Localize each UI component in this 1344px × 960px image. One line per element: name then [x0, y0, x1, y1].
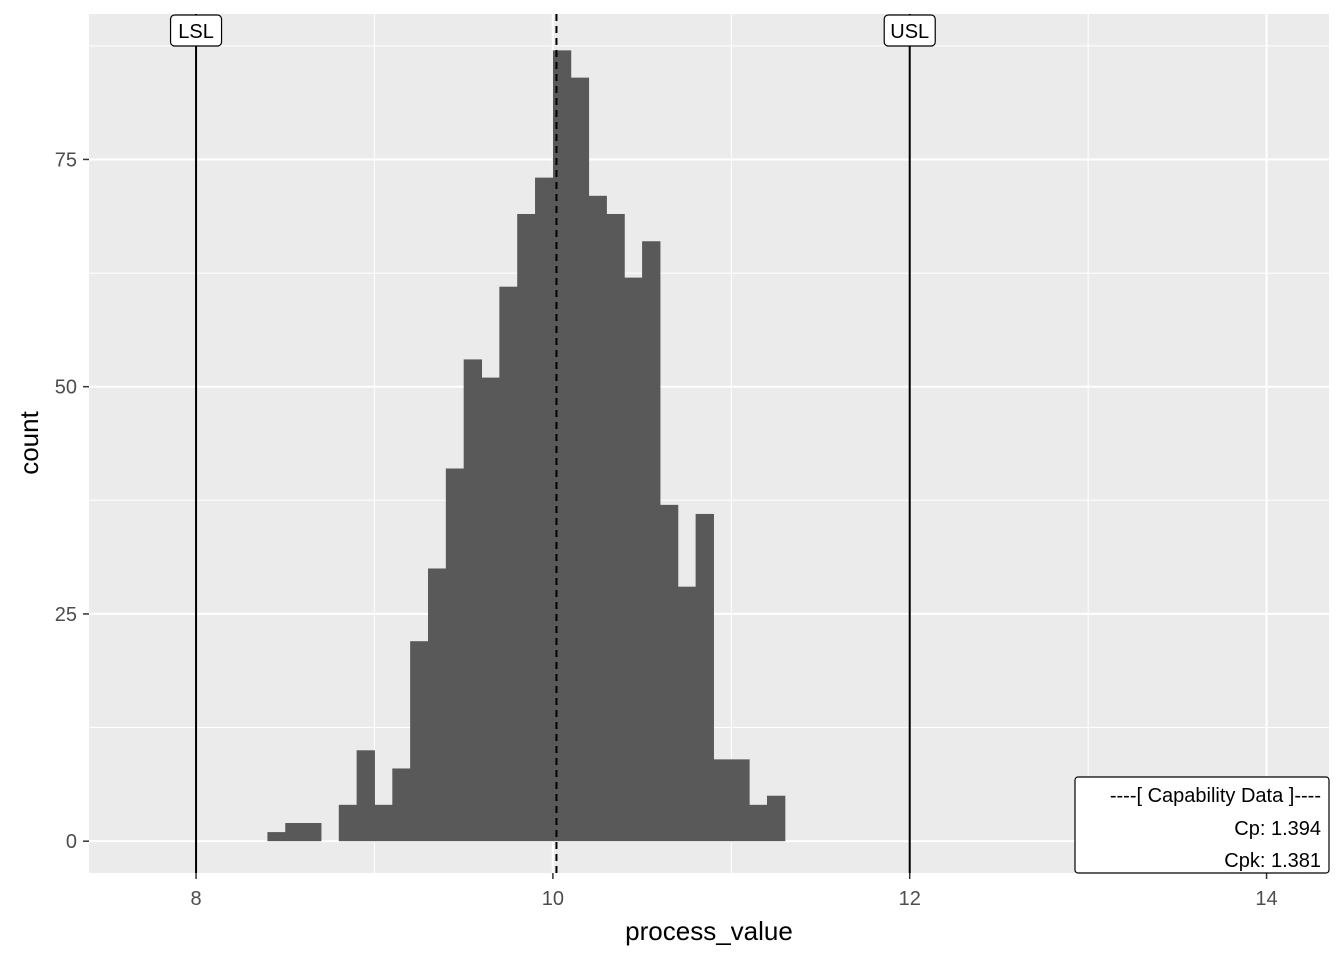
x-tick-label: 8 — [190, 888, 201, 910]
histogram-bar — [410, 641, 429, 842]
histogram-bar — [642, 241, 661, 842]
capability-header: ----[ Capability Data ]---- — [1110, 785, 1321, 807]
x-tick-label: 14 — [1255, 888, 1277, 910]
capability-annotation: ----[ Capability Data ]---- Cp: 1.394 Cp… — [1074, 776, 1330, 874]
y-tick-label: 50 — [55, 377, 77, 399]
histogram-bar — [535, 177, 554, 842]
y-axis: 0 25 50 75 — [55, 149, 89, 853]
capability-cp: Cp: 1.394 — [1234, 818, 1321, 840]
histogram-bar — [713, 759, 732, 842]
histogram-bar — [338, 804, 358, 842]
x-tick-label: 12 — [899, 888, 921, 910]
histogram-bar — [392, 768, 411, 842]
histogram-bar — [285, 823, 304, 842]
y-tick-label: 0 — [66, 831, 77, 853]
usl-label: USL — [890, 21, 929, 43]
histogram-bar — [499, 286, 518, 842]
histogram-bar — [445, 468, 465, 842]
histogram-bar — [303, 823, 322, 842]
x-axis: 8 10 12 14 — [190, 873, 1278, 910]
histogram-bar — [552, 50, 572, 842]
histogram-bar — [749, 804, 768, 842]
histogram-bar — [588, 195, 607, 842]
histogram-bar — [766, 795, 786, 842]
histogram-bar — [374, 804, 393, 842]
x-axis-title: process_value — [625, 916, 793, 946]
usl-label-box — [883, 14, 936, 47]
reference-lines — [195, 14, 911, 873]
histogram-bar — [659, 504, 679, 842]
histogram-bar — [606, 213, 625, 842]
reference-labels: LSL USL — [169, 14, 936, 47]
histogram-bar — [267, 832, 286, 842]
y-axis-title: count — [14, 410, 44, 474]
lsl-label: LSL — [178, 21, 214, 43]
x-tick-label: 10 — [542, 888, 564, 910]
histogram-bar — [356, 750, 375, 842]
histogram-bar — [570, 77, 590, 842]
histogram-bar — [624, 277, 643, 842]
histogram-bar — [731, 759, 750, 842]
capability-cpk: Cpk: 1.381 — [1224, 850, 1321, 872]
histogram-bar — [481, 377, 500, 842]
capability-box — [1074, 776, 1330, 874]
histogram-bar — [517, 213, 536, 842]
histogram-bar — [427, 568, 447, 842]
y-tick-label: 75 — [55, 149, 77, 171]
lsl-label-box — [169, 14, 223, 47]
histogram-bars — [267, 50, 786, 842]
histogram-bar — [463, 359, 483, 842]
histogram-bar — [695, 513, 714, 842]
histogram-bar — [677, 586, 697, 842]
y-tick-label: 25 — [55, 604, 77, 626]
